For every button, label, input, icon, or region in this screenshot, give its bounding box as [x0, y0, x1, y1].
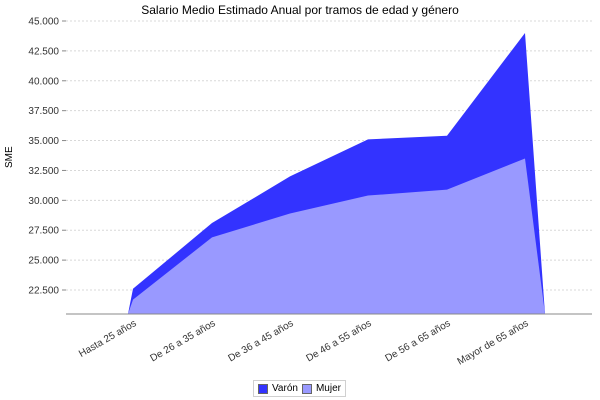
- legend-swatch-varon: [258, 383, 268, 394]
- legend: Varón Mujer: [253, 380, 346, 397]
- x-tick-label: Mayor de 65 años: [456, 318, 531, 368]
- x-tick-label: De 26 a 35 años: [148, 318, 217, 364]
- x-tick-label: De 56 a 65 años: [383, 318, 452, 364]
- legend-item-varon: Varón: [258, 383, 298, 394]
- x-tick-label: De 46 a 55 años: [304, 318, 373, 364]
- x-tick-label: Hasta 25 años: [77, 318, 138, 360]
- y-tick-label: 32.500: [28, 166, 59, 177]
- y-tick-label: 30.000: [28, 196, 59, 207]
- y-tick-label: 37.500: [28, 106, 59, 117]
- y-tick-label: 25.000: [28, 256, 59, 267]
- legend-swatch-mujer: [301, 383, 312, 394]
- y-tick-label: 45.000: [28, 17, 59, 28]
- legend-label: Varón: [272, 383, 298, 394]
- area-series-mujer: [128, 158, 545, 314]
- legend-item-mujer: Mujer: [301, 383, 341, 394]
- chart-title: Salario Medio Estimado Anual por tramos …: [141, 3, 459, 17]
- x-tick-label: De 36 a 45 años: [226, 318, 295, 364]
- y-tick-label: 22.500: [28, 286, 59, 297]
- legend-label: Mujer: [315, 383, 341, 394]
- y-tick-label: 27.500: [28, 226, 59, 237]
- y-tick-label: 42.500: [28, 46, 59, 57]
- y-tick-label: 40.000: [28, 76, 59, 87]
- y-tick-label: 35.000: [28, 136, 59, 147]
